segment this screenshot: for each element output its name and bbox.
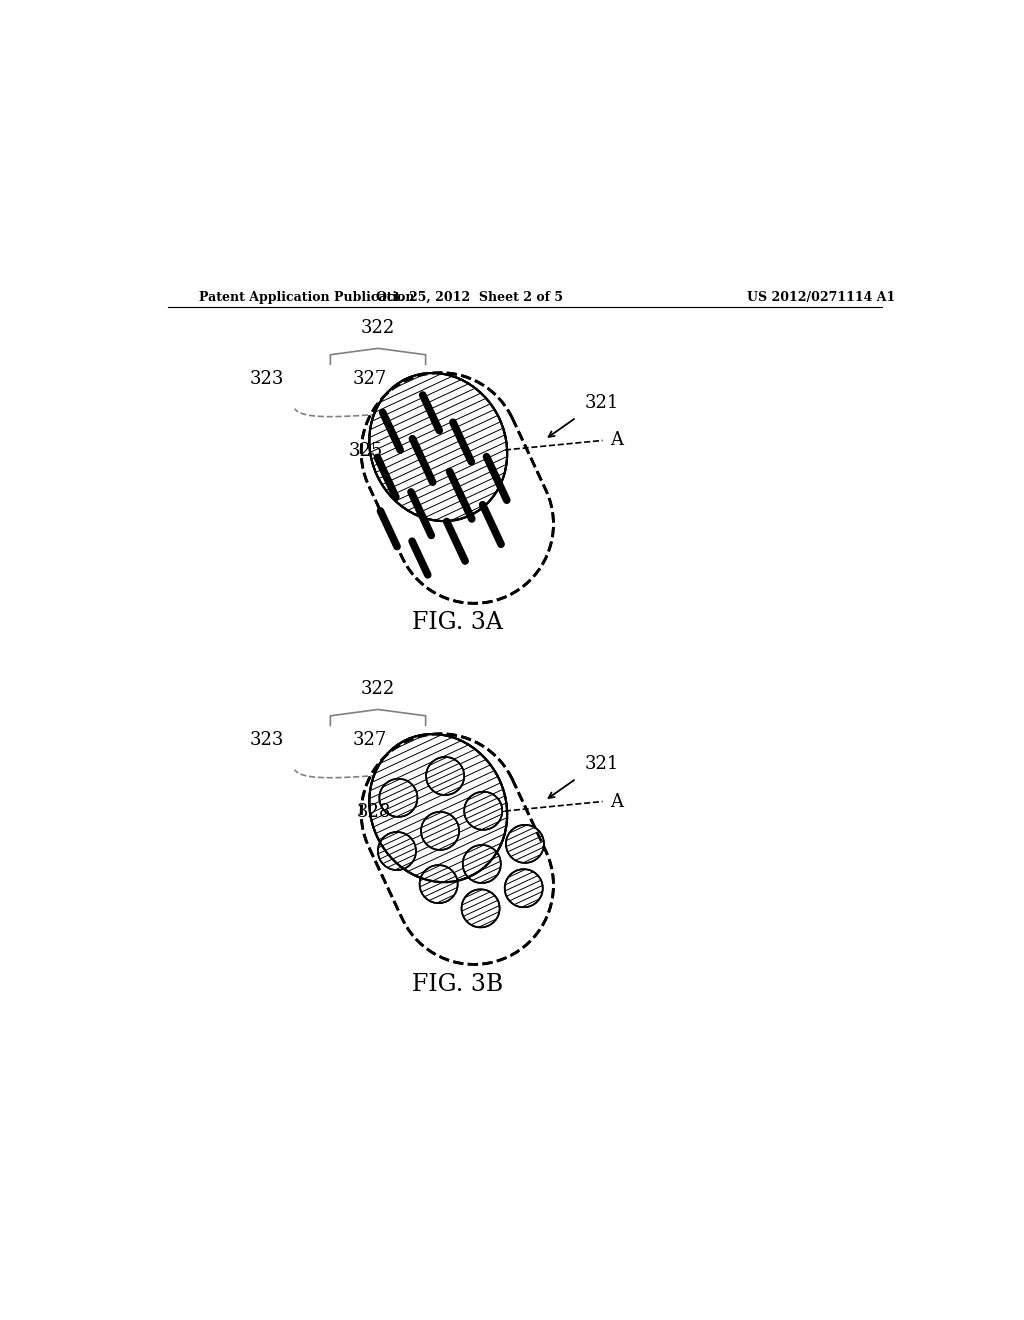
Text: 321: 321 [585, 755, 618, 774]
Ellipse shape [370, 734, 507, 882]
Text: 327: 327 [353, 730, 387, 748]
Text: FIG. 3A: FIG. 3A [412, 611, 503, 635]
Text: 321: 321 [585, 395, 618, 412]
Text: 327: 327 [353, 370, 387, 388]
Text: A: A [610, 432, 624, 449]
Ellipse shape [462, 890, 500, 928]
Text: 322: 322 [360, 319, 395, 337]
Ellipse shape [420, 865, 458, 903]
Text: FIG. 3B: FIG. 3B [412, 973, 503, 995]
Text: 322: 322 [360, 680, 395, 698]
Ellipse shape [505, 869, 543, 907]
Polygon shape [361, 734, 553, 965]
Ellipse shape [379, 779, 418, 817]
Ellipse shape [464, 792, 503, 830]
Text: 328: 328 [356, 803, 391, 821]
Ellipse shape [426, 756, 464, 795]
Text: Patent Application Publication: Patent Application Publication [200, 292, 415, 304]
Ellipse shape [463, 845, 501, 883]
Text: 325: 325 [349, 442, 383, 459]
Text: 323: 323 [250, 730, 284, 748]
Ellipse shape [506, 825, 544, 863]
Polygon shape [361, 372, 553, 603]
Text: 323: 323 [250, 370, 284, 388]
Text: A: A [610, 792, 624, 810]
Text: US 2012/0271114 A1: US 2012/0271114 A1 [748, 292, 895, 304]
Ellipse shape [421, 812, 459, 850]
Ellipse shape [370, 374, 507, 521]
Text: Oct. 25, 2012  Sheet 2 of 5: Oct. 25, 2012 Sheet 2 of 5 [376, 292, 563, 304]
Ellipse shape [378, 832, 416, 870]
